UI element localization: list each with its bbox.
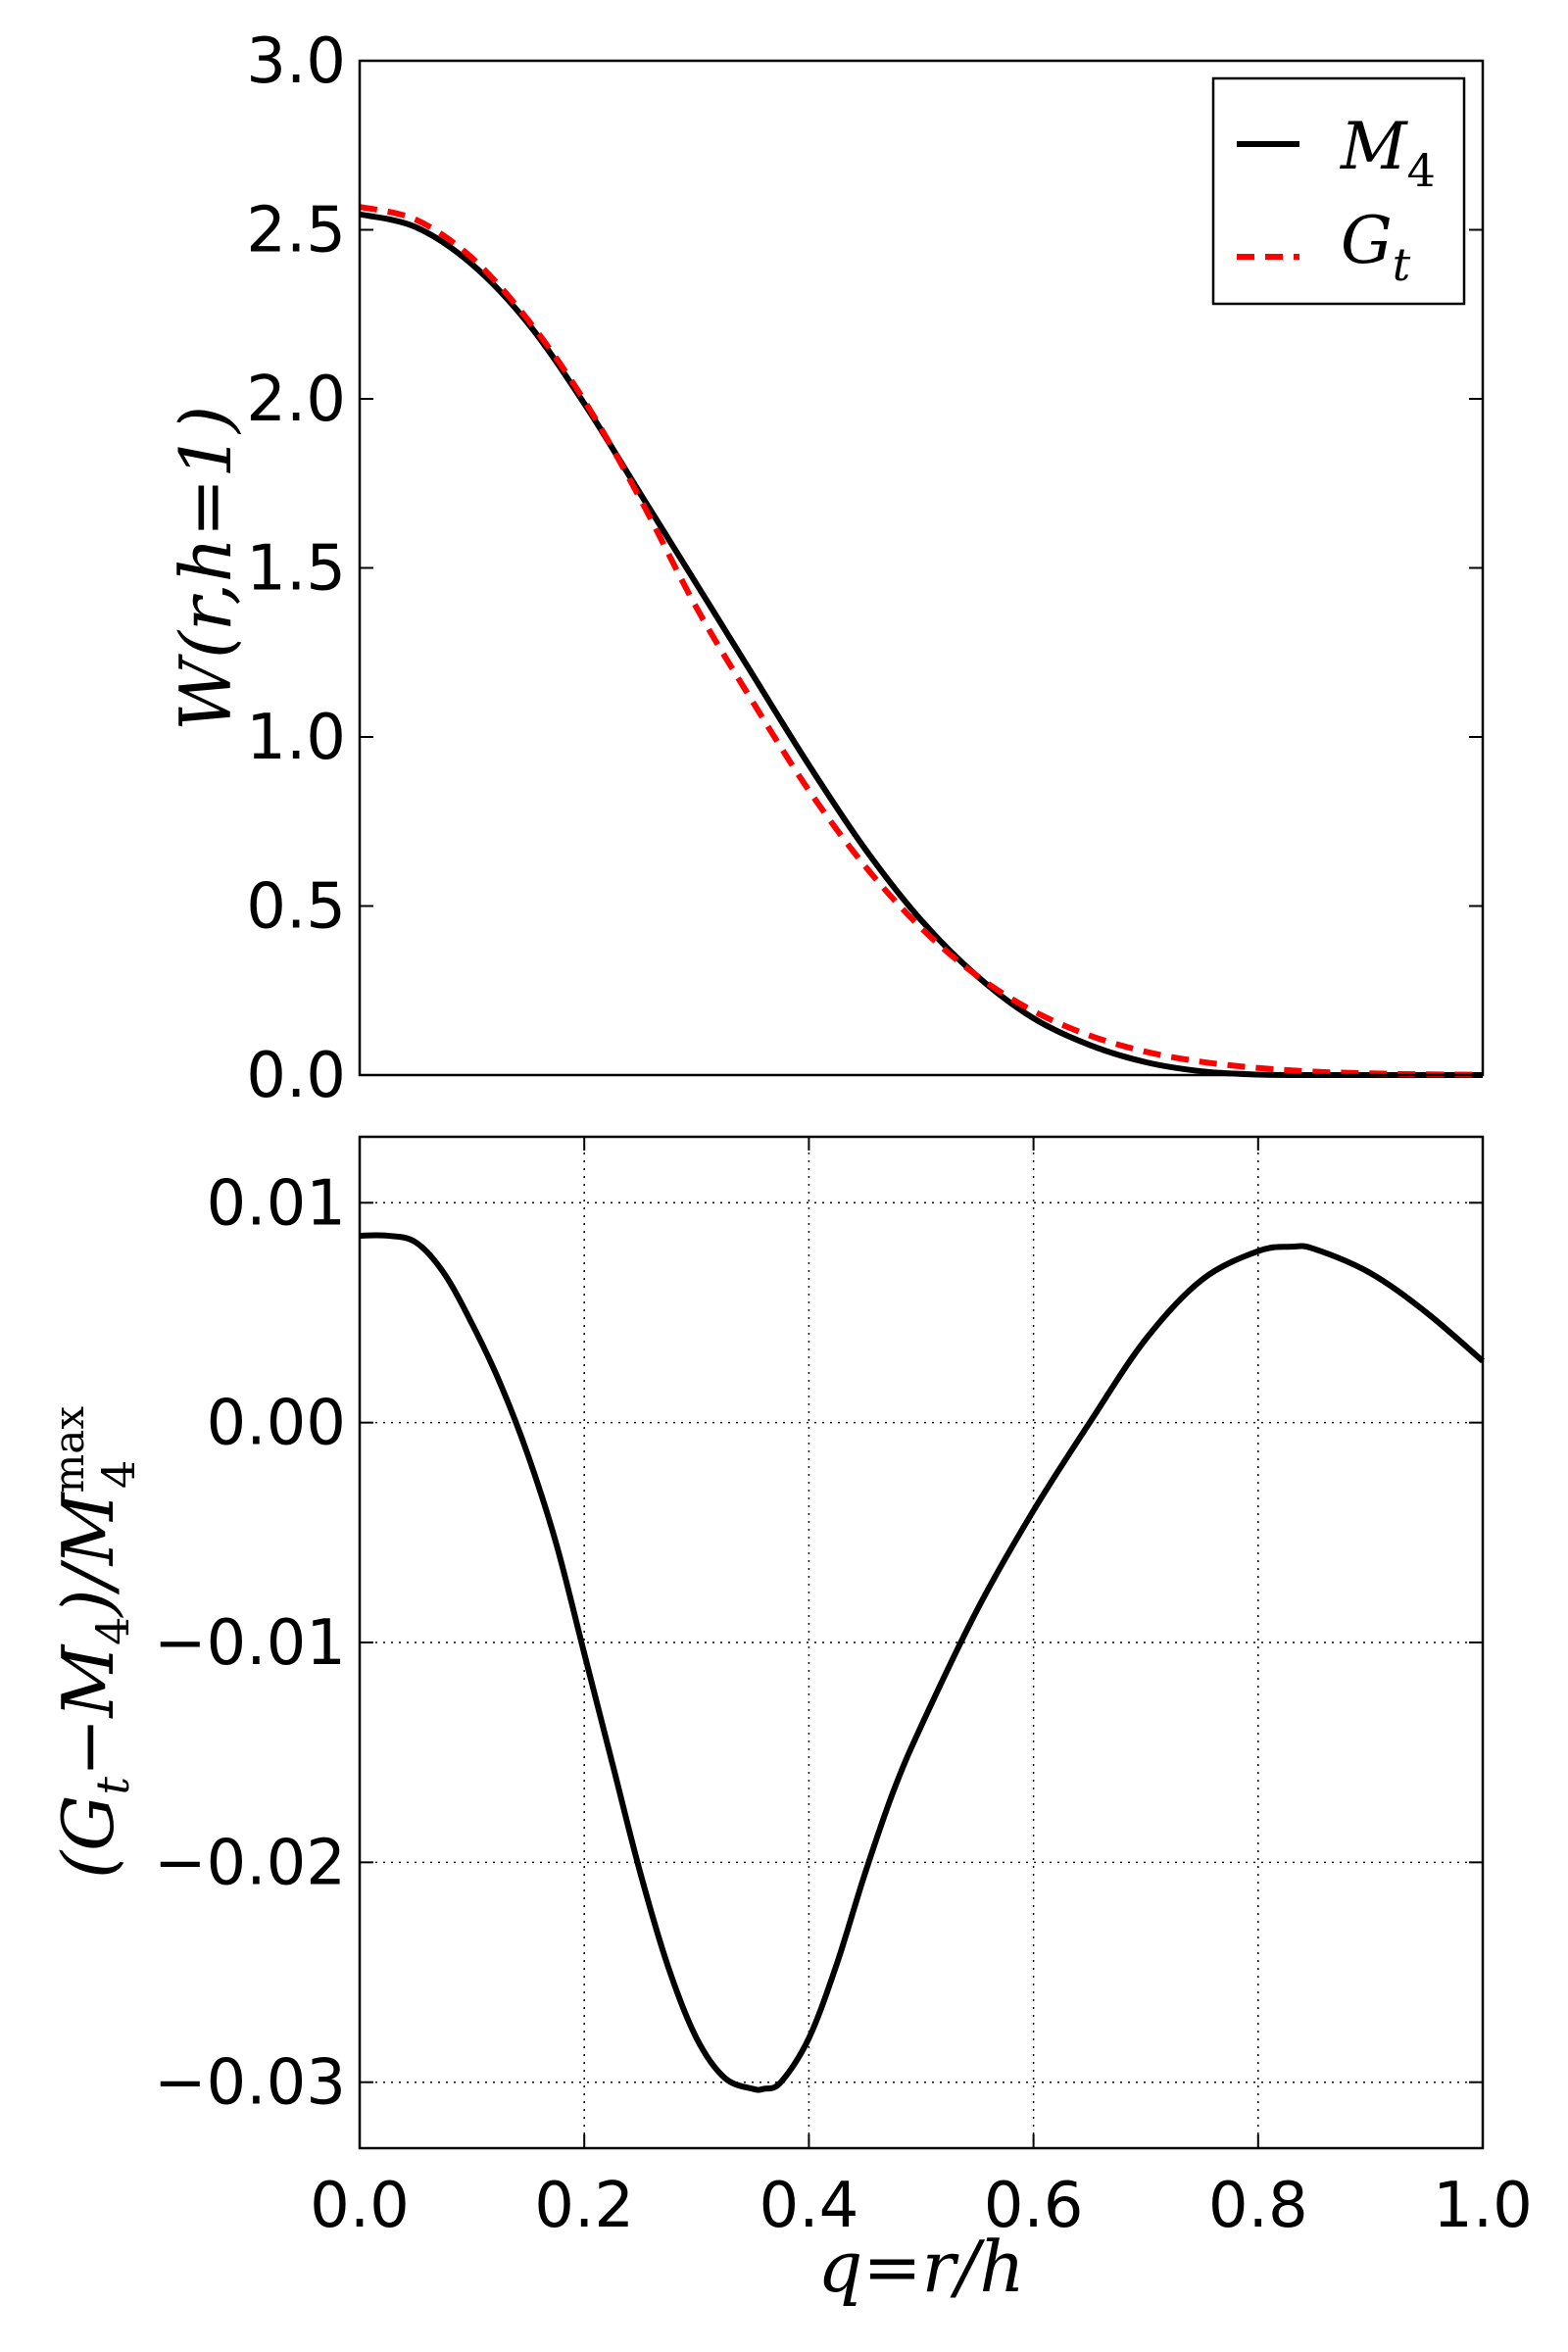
top-axes-frame (358, 59, 1485, 1077)
bottom-x-axis-label: q=r/h (817, 2226, 1024, 2308)
bottom-y-tick-label: −0.03 (154, 2047, 346, 2120)
bottom-ticks: 0.0 0.2 0.4 0.6 0.8 1.0 0.01 0.00 −0.01 −0.02 −0.0… (154, 1137, 1533, 2242)
legend-gt-main: G (1341, 203, 1393, 278)
ylabel-sup: max (45, 1406, 93, 1494)
bottom-x-tick-label: 0.2 (534, 2170, 634, 2242)
top-y-tick-label: 0.0 (246, 1040, 346, 1112)
bottom-series-line-residual (359, 1232, 1485, 2093)
top-y-axis-label: W(r,h=1) (165, 406, 247, 731)
top-series-line-m4 (359, 211, 1483, 1079)
bottom-panel: 0.0 0.2 0.4 0.6 0.8 1.0 0.01 0.00 −0.01 −0.02 −0.0… (45, 1135, 1533, 2308)
bottom-x-tick-label: 0.0 (310, 2170, 410, 2242)
ylabel-sub-1: t (86, 1776, 139, 1794)
top-series-line-gt (359, 204, 1484, 1078)
bottom-y-tick-label: −0.02 (154, 1827, 346, 1899)
bottom-series-group (359, 1232, 1485, 2093)
top-y-tick-label: 1.5 (246, 533, 346, 606)
bottom-x-tick-label: 0.6 (984, 2170, 1084, 2242)
legend-gt-sub: t (1393, 238, 1411, 291)
top-y-tick-label: 0.5 (246, 871, 346, 944)
top-y-tick-label: 3.0 (246, 25, 346, 98)
bottom-x-tick-label: 1.0 (1433, 2170, 1533, 2242)
bottom-axes-frame (358, 1135, 1485, 2150)
legend: M4 Gt (1211, 76, 1466, 306)
bottom-gridlines (360, 1137, 1483, 2148)
top-panel: 0.0 0.5 1.0 1.5 2.0 2.5 3.0 W(r,h=1) M4 Gt (165, 25, 1485, 1112)
legend-m4-sub: 4 (1407, 144, 1436, 197)
bottom-x-tick-label: 0.4 (760, 2170, 859, 2242)
bottom-x-tick-label: 0.8 (1208, 2170, 1308, 2242)
top-y-tick-label: 1.0 (246, 702, 346, 774)
top-y-tick-label: 2.0 (246, 364, 346, 436)
legend-m4-label: M4 (1340, 109, 1436, 197)
bottom-y-tick-label: 0.01 (207, 1167, 347, 1240)
ylabel-part-1: (G (47, 1794, 129, 1879)
legend-box (1211, 76, 1466, 306)
bottom-y-axis-label: (Gt−M4)/Mmax4 (45, 1406, 145, 1879)
legend-gt-label: Gt (1341, 203, 1411, 291)
bottom-y-tick-label: 0.00 (207, 1388, 347, 1460)
top-y-ticks: 0.0 0.5 1.0 1.5 2.0 2.5 3.0 (246, 25, 1483, 1112)
legend-m4-main: M (1340, 109, 1408, 184)
top-y-tick-label: 2.5 (246, 195, 346, 268)
ylabel-part-2: −M (47, 1643, 129, 1777)
top-series-group (359, 204, 1484, 1079)
bottom-y-tick-label: −0.01 (154, 1607, 346, 1680)
ylabel-sub-3: 4 (92, 1460, 145, 1489)
ylabel-part-3: )/M (47, 1491, 129, 1618)
ylabel-sub-2: 4 (86, 1617, 139, 1645)
